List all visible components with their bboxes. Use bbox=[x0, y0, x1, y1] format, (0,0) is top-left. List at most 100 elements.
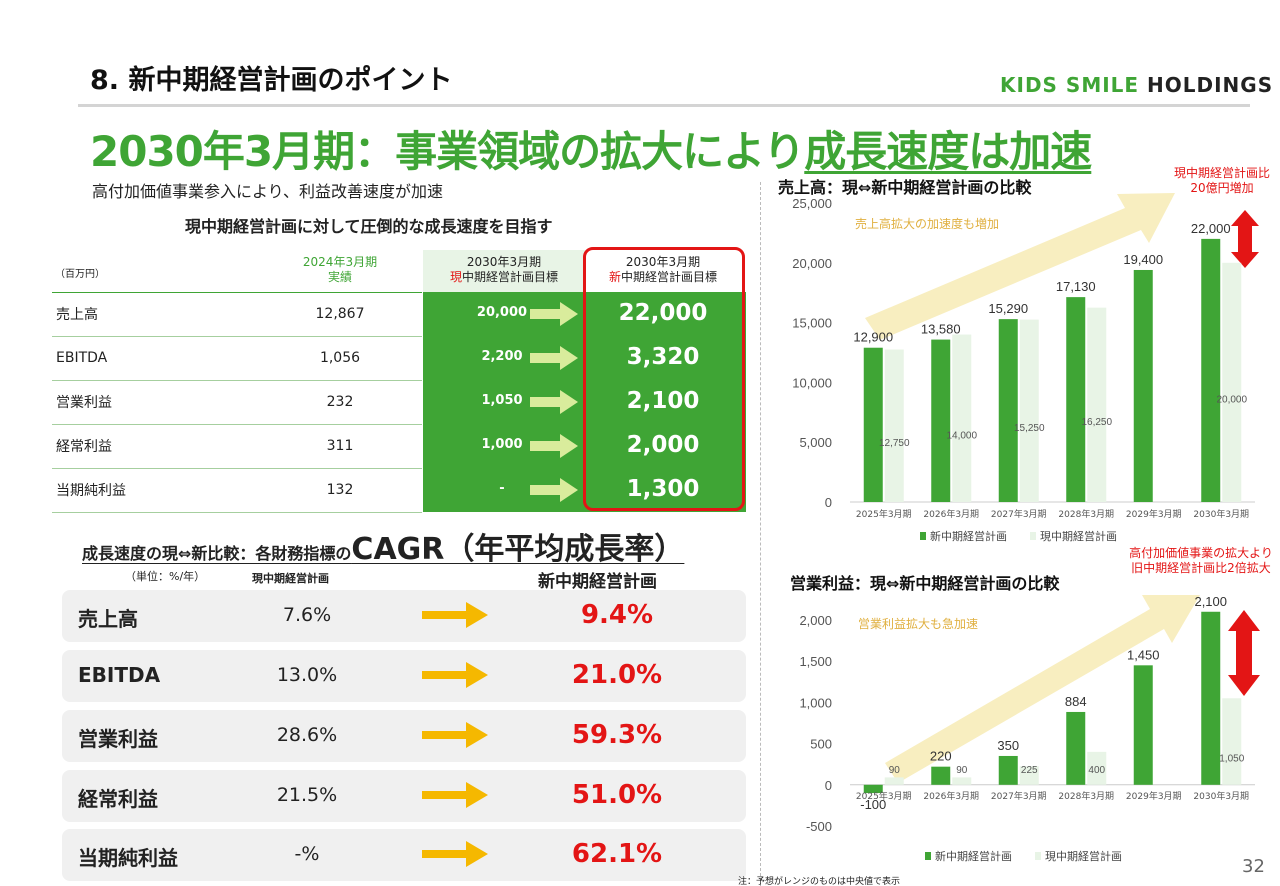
bar-current-plan-label: 225 bbox=[1021, 765, 1038, 776]
arrow-right-icon bbox=[422, 782, 488, 808]
col-header-new-prefix: 新 bbox=[608, 270, 621, 284]
y-tick-label: 5,000 bbox=[799, 435, 832, 450]
logo-kids-smile: KIDS SMILE bbox=[1000, 73, 1140, 97]
bar-current-plan bbox=[884, 349, 904, 502]
arrow-right-icon bbox=[422, 662, 488, 688]
vertical-divider bbox=[760, 182, 761, 886]
cagr-row-current: -% bbox=[294, 843, 320, 865]
y-tick-label: 0 bbox=[825, 778, 832, 793]
cagr-row-new: 59.3% bbox=[571, 720, 663, 750]
sales-chart-note: 現中期経営計画比 20億円増加 bbox=[1166, 166, 1278, 196]
headline-part2: 成長速度は加速 bbox=[804, 127, 1092, 176]
col-header-actual-line2: 実績 bbox=[327, 270, 352, 284]
cagr-title-prefix: 成長速度の現⇔新比較：各財務指標の bbox=[82, 544, 352, 563]
col-header-actual-line1: 2024年3月期 bbox=[302, 255, 378, 269]
bar-new-plan bbox=[1066, 711, 1086, 785]
row-current-target: 1,050 bbox=[481, 393, 523, 408]
y-tick-label: 500 bbox=[810, 737, 832, 752]
table-top-rule bbox=[52, 292, 422, 293]
arrow-right-icon bbox=[422, 722, 488, 748]
row-current-target: 20,000 bbox=[476, 305, 528, 320]
bar-new-plan-label: 884 bbox=[1065, 694, 1087, 709]
cagr-row-new: 51.0% bbox=[571, 780, 663, 810]
trend-arrow-icon bbox=[865, 193, 1175, 340]
row-new-target: 2,000 bbox=[626, 432, 700, 458]
arrow-right-icon bbox=[422, 602, 488, 628]
cagr-row-current: 28.6% bbox=[276, 724, 338, 746]
col-header-actual: 2024年3月期 実績 bbox=[280, 255, 400, 285]
cagr-row-label: 当期純利益 bbox=[78, 846, 178, 870]
x-category-label: 2025年3月期 bbox=[856, 508, 912, 520]
y-tick-label: 25,000 bbox=[792, 196, 832, 211]
x-category-label: 2028年3月期 bbox=[1058, 508, 1114, 520]
bar-current-plan-label: 20,000 bbox=[1216, 394, 1247, 405]
highlight-frame bbox=[583, 247, 745, 511]
row-new-target: 1,300 bbox=[626, 476, 700, 502]
logo-holdings: HOLDINGS bbox=[1139, 73, 1274, 97]
bar-new-plan-label: 220 bbox=[930, 749, 952, 764]
legend-label-current: 現中期経営計画 bbox=[1040, 529, 1117, 543]
sales-chart: 0 5,000 10,000 15,000 20,000 25,000 売上高拡大の加速度… bbox=[792, 193, 1259, 543]
cagr-row-label: 営業利益 bbox=[78, 727, 158, 751]
y-tick-label: 1,500 bbox=[799, 654, 832, 669]
cagr-row-label: EBITDA bbox=[78, 663, 161, 687]
x-category-label: 2029年3月期 bbox=[1126, 508, 1182, 520]
bar-new-plan bbox=[1201, 238, 1221, 502]
row-label: EBITDA bbox=[56, 350, 108, 366]
x-category-label: 2028年3月期 bbox=[1058, 790, 1114, 802]
x-category-label: 2029年3月期 bbox=[1126, 790, 1182, 802]
cagr-row-label: 売上高 bbox=[78, 607, 138, 631]
bar-current-plan-label: 12,750 bbox=[879, 438, 910, 449]
bar-new-plan-label: 1,450 bbox=[1127, 647, 1160, 662]
y-tick-label: 0 bbox=[825, 495, 832, 510]
col-header-new-line2: 中期経営計画目標 bbox=[621, 270, 718, 284]
bar-new-plan-label: 19,400 bbox=[1123, 252, 1163, 267]
row-divider bbox=[52, 512, 422, 513]
y-tick-label: 2,000 bbox=[799, 613, 832, 628]
footnote: 注：予想がレンジのものは中央値で表示 bbox=[738, 877, 901, 886]
sales-note-line1: 現中期経営計画比 bbox=[1173, 166, 1270, 180]
bar-current-plan-label: 15,250 bbox=[1014, 423, 1045, 434]
bar-new-plan bbox=[931, 339, 951, 502]
legend-label-new: 新中期経営計画 bbox=[935, 849, 1012, 863]
chart-annotation: 売上高拡大の加速度も増加 bbox=[855, 216, 999, 231]
op-note-line1: 高付加価値事業の拡大より bbox=[1129, 546, 1273, 560]
bar-new-plan bbox=[1201, 611, 1221, 785]
row-divider bbox=[52, 424, 422, 425]
bar-new-plan bbox=[863, 347, 883, 502]
legend-swatch-new bbox=[920, 532, 926, 540]
y-tick-label: 20,000 bbox=[792, 256, 832, 271]
bar-new-plan bbox=[998, 755, 1018, 785]
row-divider bbox=[52, 468, 422, 469]
cagr-col-new: 新中期経営計画 bbox=[538, 572, 657, 592]
legend-swatch-current bbox=[1030, 532, 1036, 540]
x-category-label: 2030年3月期 bbox=[1193, 508, 1249, 520]
y-tick-label: 15,000 bbox=[792, 316, 832, 331]
col-header-current-line1: 2030年3月期 bbox=[466, 255, 542, 269]
op-note-line2: 旧中期経営計画比2倍拡大 bbox=[1131, 561, 1271, 575]
bar-new-plan bbox=[1133, 269, 1153, 502]
row-label: 当期純利益 bbox=[56, 483, 126, 499]
bar-current-plan-label: 16,250 bbox=[1081, 417, 1112, 428]
arrow-right-icon bbox=[530, 390, 578, 414]
x-category-label: 2030年3月期 bbox=[1193, 790, 1249, 802]
cagr-row-new: 62.1% bbox=[571, 839, 663, 869]
cagr-title: 成長速度の現⇔新比較：各財務指標のCAGR（年平均成長率） bbox=[82, 524, 684, 568]
row-current-target: 2,200 bbox=[481, 349, 523, 364]
table-heading: 現中期経営計画に対して圧倒的な成長速度を目指す bbox=[185, 217, 553, 236]
row-label: 売上高 bbox=[56, 307, 98, 323]
cagr-title-big: CAGR（年平均成長率） bbox=[351, 532, 685, 567]
x-category-label: 2025年3月期 bbox=[856, 790, 912, 802]
cagr-unit: （単位：%/年） bbox=[125, 570, 206, 583]
x-category-label: 2027年3月期 bbox=[991, 508, 1047, 520]
col-header-new-line1: 2030年3月期 bbox=[625, 255, 701, 269]
company-logo: KIDS SMILE HOLDINGS bbox=[1000, 73, 1273, 97]
row-current-target: 1,000 bbox=[481, 437, 523, 452]
bar-new-plan-label: 15,290 bbox=[988, 301, 1028, 316]
double-arrow-icon bbox=[1228, 610, 1260, 696]
y-tick-label: -500 bbox=[806, 819, 832, 834]
bar-new-plan-label: 17,130 bbox=[1056, 279, 1096, 294]
col-header-new: 2030年3月期 新中期経営計画目標 bbox=[588, 255, 738, 285]
bar-current-plan bbox=[1019, 766, 1039, 785]
double-arrow-icon bbox=[1231, 210, 1259, 268]
